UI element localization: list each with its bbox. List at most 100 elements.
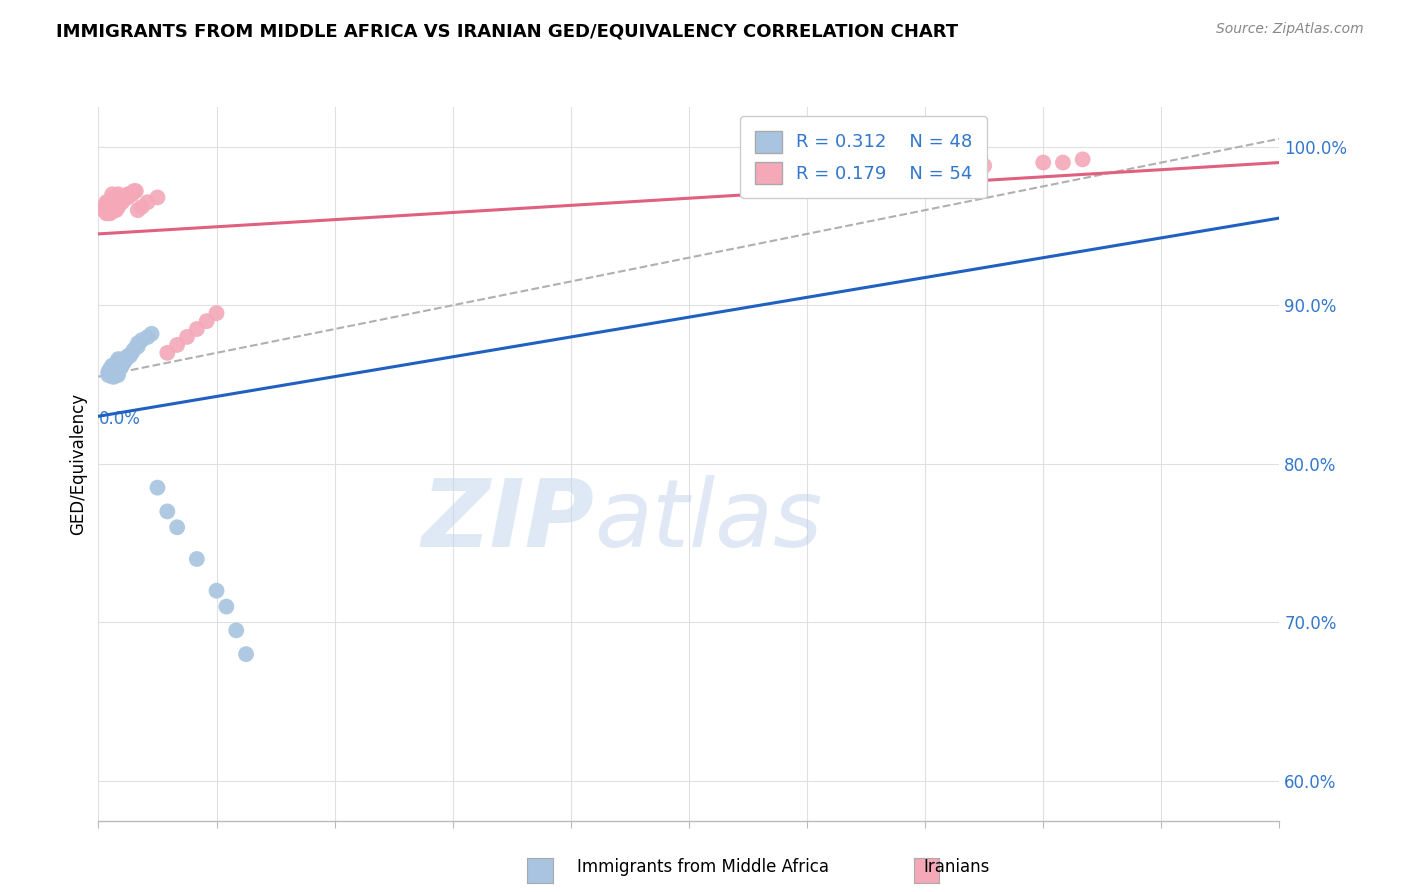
Point xyxy=(973,159,995,173)
Point xyxy=(131,333,153,347)
Point xyxy=(1052,155,1074,169)
Point xyxy=(112,190,135,204)
Point xyxy=(107,365,129,379)
Point xyxy=(205,306,228,320)
Point xyxy=(107,359,129,373)
Point xyxy=(118,187,141,202)
Text: Iranians: Iranians xyxy=(922,858,990,876)
Point xyxy=(131,200,153,214)
Text: 0.0%: 0.0% xyxy=(98,410,141,428)
Text: atlas: atlas xyxy=(595,475,823,566)
Point xyxy=(103,361,125,376)
Point xyxy=(101,203,124,218)
Point xyxy=(1071,153,1094,167)
Point xyxy=(107,352,129,367)
Point xyxy=(105,194,128,208)
Point xyxy=(127,336,149,351)
Point xyxy=(103,203,125,218)
Point xyxy=(96,203,118,218)
Point xyxy=(111,190,134,204)
Point xyxy=(93,200,115,214)
Point xyxy=(108,355,131,369)
Point xyxy=(98,367,121,381)
Point xyxy=(115,352,138,367)
Point xyxy=(101,361,124,376)
Point xyxy=(108,361,131,376)
Y-axis label: GED/Equivalency: GED/Equivalency xyxy=(69,392,87,535)
Point xyxy=(97,200,120,214)
Point xyxy=(103,194,125,208)
Point xyxy=(98,206,121,220)
Point xyxy=(127,339,149,353)
Point xyxy=(166,338,188,352)
Point xyxy=(93,203,115,218)
Point xyxy=(195,314,218,328)
Point xyxy=(146,190,169,204)
Point xyxy=(125,184,148,198)
Point xyxy=(136,195,159,210)
Point xyxy=(121,187,143,202)
Point xyxy=(97,206,120,220)
Point xyxy=(205,583,228,598)
Point xyxy=(117,187,139,202)
Legend: R = 0.312    N = 48, R = 0.179    N = 54: R = 0.312 N = 48, R = 0.179 N = 54 xyxy=(740,116,987,198)
Point xyxy=(107,200,129,214)
Point xyxy=(186,322,208,336)
Point xyxy=(108,195,131,210)
Point xyxy=(111,352,134,367)
Point xyxy=(98,203,121,218)
Point xyxy=(103,368,125,382)
Point xyxy=(101,187,124,202)
Point xyxy=(105,368,128,382)
Point xyxy=(97,203,120,218)
Point xyxy=(122,343,145,357)
Point xyxy=(112,355,135,369)
Point xyxy=(146,481,169,495)
Point xyxy=(121,346,143,360)
Point xyxy=(105,361,128,376)
Point xyxy=(97,368,120,382)
Point xyxy=(122,184,145,198)
Point xyxy=(176,330,198,344)
Point xyxy=(98,198,121,212)
Point xyxy=(166,520,188,534)
Point xyxy=(235,647,257,661)
Point xyxy=(107,361,129,376)
Point xyxy=(111,195,134,210)
Point xyxy=(127,203,149,218)
Point xyxy=(101,200,124,214)
Point xyxy=(107,190,129,204)
Point xyxy=(156,504,179,518)
Point xyxy=(97,195,120,210)
Point xyxy=(136,330,159,344)
Text: ZIP: ZIP xyxy=(422,475,595,567)
Point xyxy=(101,190,124,204)
Point xyxy=(101,369,124,384)
Point xyxy=(1032,155,1054,169)
Point xyxy=(96,206,118,220)
Point xyxy=(101,365,124,379)
Point xyxy=(101,359,124,373)
Point xyxy=(118,349,141,363)
Point xyxy=(107,187,129,202)
Point xyxy=(117,349,139,363)
Point xyxy=(98,194,121,208)
Point xyxy=(117,190,139,204)
Point xyxy=(107,355,129,369)
Point xyxy=(105,365,128,379)
Point xyxy=(97,365,120,379)
Point xyxy=(103,198,125,212)
Point xyxy=(111,359,134,373)
Point xyxy=(186,552,208,566)
Point xyxy=(156,346,179,360)
Point xyxy=(96,195,118,210)
Point xyxy=(108,190,131,204)
Point xyxy=(108,359,131,373)
Text: Immigrants from Middle Africa: Immigrants from Middle Africa xyxy=(576,858,830,876)
Point xyxy=(105,203,128,218)
Point xyxy=(107,368,129,382)
Point xyxy=(115,190,138,204)
Point xyxy=(103,369,125,384)
Text: IMMIGRANTS FROM MIDDLE AFRICA VS IRANIAN GED/EQUIVALENCY CORRELATION CHART: IMMIGRANTS FROM MIDDLE AFRICA VS IRANIAN… xyxy=(56,22,959,40)
Point xyxy=(107,195,129,210)
